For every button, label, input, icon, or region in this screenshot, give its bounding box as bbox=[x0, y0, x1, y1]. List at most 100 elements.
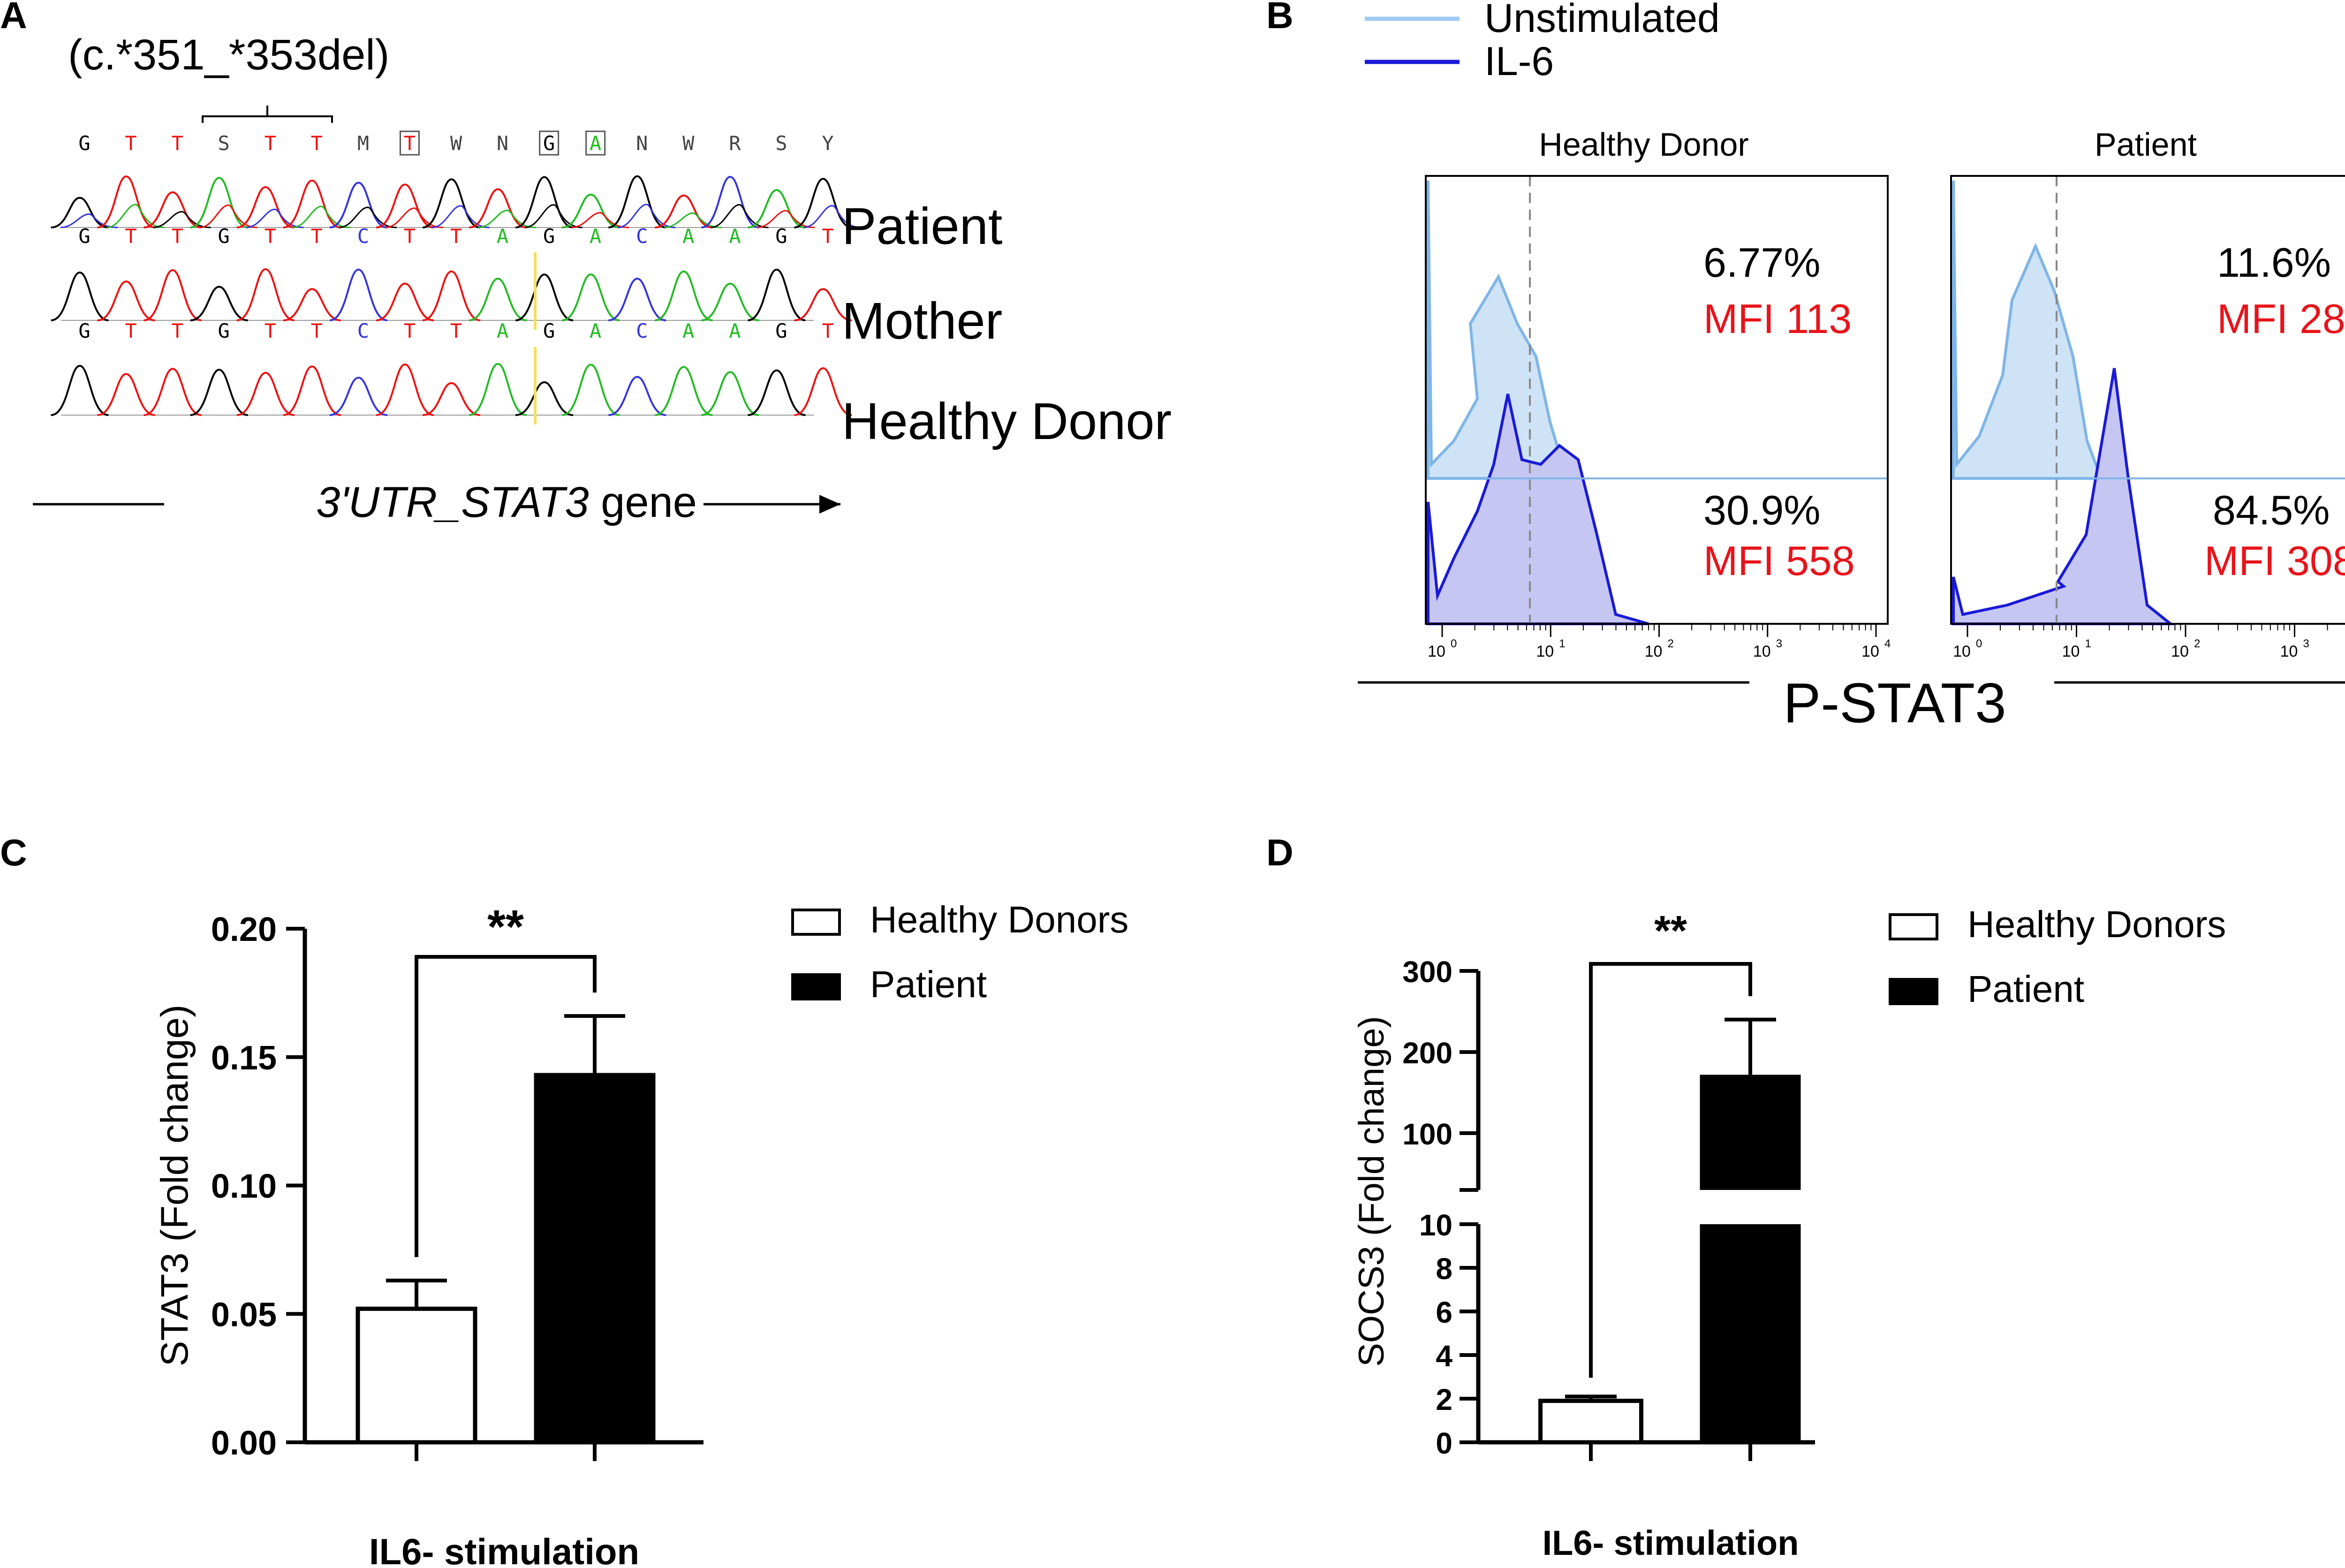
base-letter: M bbox=[357, 132, 369, 155]
x-axis-label: IL6- stimulation bbox=[369, 1531, 639, 1568]
base-letter: T bbox=[311, 319, 323, 342]
base-letter: T bbox=[404, 225, 416, 248]
bar-healthy-donors bbox=[356, 1306, 477, 1445]
sequence-label: Healthy Donor bbox=[842, 393, 1172, 450]
legend-swatch-healthy bbox=[791, 909, 841, 936]
y-tick-label: 10 bbox=[1419, 1208, 1452, 1242]
trace-peak bbox=[283, 365, 341, 416]
base-letter: A bbox=[590, 319, 601, 342]
x-tick-exponent: 2 bbox=[2194, 637, 2200, 650]
trace-peak bbox=[562, 193, 620, 228]
y-tick-label: 8 bbox=[1436, 1252, 1452, 1286]
trace-peak bbox=[329, 377, 388, 416]
trace-peak-secondary bbox=[803, 205, 862, 228]
base-letter: G bbox=[78, 225, 90, 248]
panel-c-letter: C bbox=[0, 832, 27, 873]
sequence-label: Mother bbox=[842, 292, 1002, 350]
legend-swatch-patient bbox=[1889, 978, 1938, 1005]
y-tick-label: 0.15 bbox=[211, 1039, 277, 1077]
x-tick-label: 10 bbox=[1428, 643, 1445, 660]
trace-peak-secondary bbox=[478, 209, 536, 228]
trace-peak bbox=[561, 273, 620, 321]
x-tick-label: 10 bbox=[2062, 643, 2080, 660]
base-letter: T bbox=[171, 132, 183, 155]
trace-peak bbox=[283, 288, 341, 321]
panel-d: D 0 2 4 6 8 10 100 200 300 SOCS3 (Fold change) ** I… bbox=[1266, 832, 2226, 1562]
panel-d-letter: D bbox=[1266, 832, 1294, 873]
trace-peak bbox=[794, 367, 852, 416]
histogram-title: Healthy Donor bbox=[1539, 126, 1748, 163]
y-tick-label: 0 bbox=[1436, 1426, 1452, 1460]
histogram-frame bbox=[1425, 175, 1889, 625]
y-tick-label: 6 bbox=[1436, 1295, 1452, 1329]
y-axis-label: SOCS3 (Fold change) bbox=[1352, 1016, 1392, 1367]
trace-peak bbox=[236, 371, 295, 416]
legend-swatch-patient bbox=[791, 973, 841, 1000]
histogram-unstimulated bbox=[1952, 180, 2103, 480]
base-letter: G bbox=[543, 319, 555, 342]
trace-peak bbox=[748, 268, 806, 321]
base-letter: A bbox=[729, 319, 741, 342]
histogram-il6 bbox=[1427, 394, 1649, 625]
trace-peak bbox=[51, 364, 109, 416]
x-tick-exponent: 3 bbox=[2303, 637, 2309, 650]
bar-healthy-donors bbox=[1538, 1399, 1643, 1445]
trace-peak bbox=[190, 286, 248, 321]
trace-peak bbox=[701, 371, 759, 416]
trace-peak-secondary bbox=[292, 205, 350, 228]
base-letter: G bbox=[218, 319, 230, 342]
y-tick-label: 100 bbox=[1402, 1117, 1452, 1151]
x-axis-label: IL6- stimulation bbox=[1543, 1523, 1799, 1562]
stat-top-pct: 6.77% bbox=[1703, 239, 1821, 286]
trace-peak bbox=[422, 178, 481, 228]
base-letter: C bbox=[636, 319, 648, 342]
panel-a: A (c.*351_*353del) G T T S T T M T W N G A N W R S Y Pati… bbox=[0, 0, 1172, 526]
base-letter: T bbox=[450, 319, 462, 342]
base-letter: N bbox=[497, 132, 508, 155]
base-box bbox=[399, 130, 420, 156]
base-letter: T bbox=[311, 225, 323, 248]
chart-stat3: 0.00 0.05 0.10 0.15 0.20 STAT3 (Fold change) *… bbox=[153, 899, 1128, 1568]
trace-peak bbox=[794, 288, 852, 321]
y-tick-label: 2 bbox=[1436, 1383, 1452, 1417]
trace-peak bbox=[236, 268, 295, 321]
y-tick-label: 0.20 bbox=[211, 911, 277, 948]
stat-top-mfi: MFI 113 bbox=[1703, 295, 1852, 342]
trace-peak bbox=[144, 191, 202, 228]
trace-peak-secondary bbox=[199, 204, 257, 228]
significance-stars: ** bbox=[487, 901, 524, 953]
x-tick-label: 10 bbox=[1953, 643, 1971, 660]
trace-peak bbox=[515, 381, 574, 416]
stat-bottom-mfi: MFI 3087 bbox=[2204, 538, 2345, 584]
trace-peak bbox=[329, 182, 388, 228]
trace-peak-secondary bbox=[711, 204, 769, 228]
x-tick-label: 10 bbox=[1536, 643, 1554, 660]
stat-bottom-pct: 84.5% bbox=[2213, 487, 2330, 533]
base-letter: A bbox=[497, 319, 508, 342]
trace-peak bbox=[469, 188, 527, 228]
base-letter: T bbox=[311, 132, 323, 155]
trace-peak-secondary bbox=[618, 204, 676, 228]
base-letter: T bbox=[171, 319, 183, 342]
x-tick-exponent: 3 bbox=[1776, 637, 1782, 650]
trace-peak bbox=[655, 270, 713, 321]
trace-peak bbox=[329, 268, 388, 321]
x-tick-label: 10 bbox=[1753, 643, 1771, 660]
y-tick-label: 0.05 bbox=[211, 1296, 277, 1333]
base-letter: A bbox=[590, 225, 601, 248]
base-letter: T bbox=[125, 319, 136, 342]
stat-bottom-pct: 30.9% bbox=[1703, 487, 1821, 533]
base-letter: A bbox=[682, 225, 694, 248]
legend-label-patient: Patient bbox=[1967, 968, 2084, 1010]
base-letter: T bbox=[265, 225, 276, 248]
y-axis-label: STAT3 (Fold change) bbox=[153, 1005, 196, 1367]
trace-peak bbox=[283, 180, 341, 228]
x-tick-exponent: 2 bbox=[1668, 637, 1674, 650]
trace-peak-secondary bbox=[246, 208, 304, 228]
trace-peak-secondary bbox=[757, 210, 815, 228]
base-letter: A bbox=[729, 225, 741, 248]
base-letter: T bbox=[404, 319, 416, 342]
trace-peak bbox=[469, 278, 527, 321]
base-letter: A bbox=[590, 132, 601, 155]
